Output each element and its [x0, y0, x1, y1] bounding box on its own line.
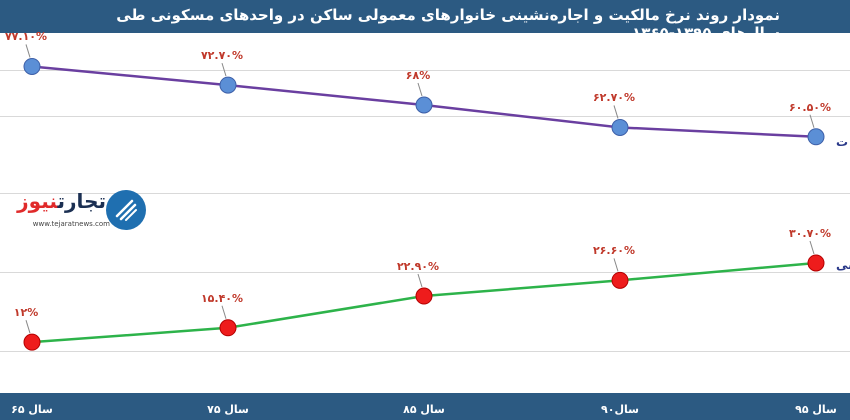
x-tick-label: سال ۶۵ [11, 403, 53, 416]
data-point [23, 333, 41, 351]
logo-text: تجارتنیوز [17, 189, 106, 213]
series-label-rent: شینی [836, 258, 850, 272]
gridline [0, 116, 850, 117]
gridline [0, 272, 850, 273]
data-point [415, 96, 433, 114]
data-label: ۶۸% [405, 69, 431, 82]
series-label-ownership: ت [836, 135, 849, 149]
data-point [415, 287, 433, 305]
data-point [23, 57, 41, 75]
x-axis-bar [0, 393, 850, 420]
data-label: ۶۲.۷۰% [592, 91, 636, 105]
data-label: ۲۲.۹۰% [396, 260, 440, 273]
x-tick-label: سال ۸۵ [403, 403, 445, 416]
label-leader [417, 82, 423, 97]
tejaratnews-logo: تجارتنیوز www.tejaratnews.com [0, 186, 160, 236]
data-point [611, 118, 629, 136]
label-leader [25, 320, 31, 334]
label-leader [613, 258, 619, 272]
data-label: ۳۰.۷۰% [788, 226, 832, 240]
label-leader [613, 105, 619, 119]
gridline [0, 351, 850, 352]
label-leader [809, 114, 815, 128]
label-leader [221, 62, 227, 77]
data-point [807, 254, 825, 272]
data-point [219, 76, 237, 94]
data-point [611, 271, 629, 289]
label-leader [221, 305, 227, 319]
data-label: ۱۲% [13, 306, 39, 320]
data-point [219, 319, 237, 337]
label-leader [25, 44, 31, 58]
gridline [0, 70, 850, 71]
label-leader [809, 240, 815, 255]
data-point [807, 128, 825, 146]
x-tick-label: سال ۹۵ [795, 403, 837, 416]
x-tick-label: سال۹۰ [601, 403, 639, 416]
data-label: ۱۵.۴۰% [200, 291, 244, 305]
x-tick-label: سال ۷۵ [207, 403, 249, 416]
data-label: ۷۷.۱۰% [4, 30, 48, 44]
gridline [0, 193, 850, 194]
data-label: ۶۰.۵۰% [788, 100, 832, 114]
logo-icon [106, 190, 146, 230]
data-label: ۲۶.۶۰% [592, 244, 636, 258]
data-label: ۷۲.۷۰% [200, 49, 244, 63]
logo-url: www.tejaratnews.com [32, 220, 110, 228]
label-leader [417, 273, 423, 288]
